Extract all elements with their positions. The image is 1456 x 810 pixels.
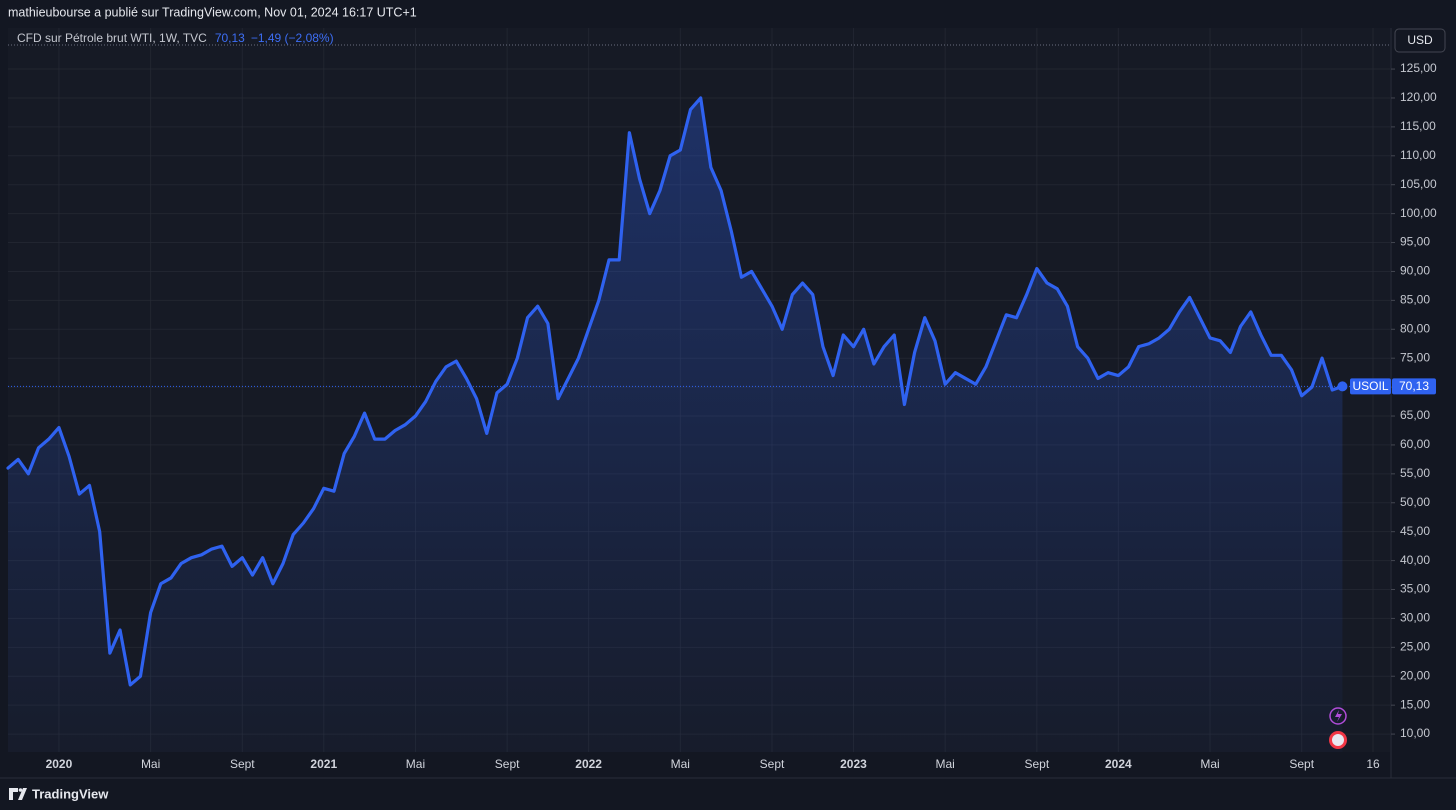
y-tick-label: 35,00 bbox=[1400, 582, 1430, 596]
y-tick-label: 75,00 bbox=[1400, 350, 1430, 364]
area bbox=[8, 97, 1343, 753]
y-tick-label: 110,00 bbox=[1400, 148, 1436, 162]
symbol-badge bbox=[1350, 378, 1391, 395]
x-tick-label: Mai bbox=[671, 757, 690, 771]
y-tick-label: 20,00 bbox=[1400, 668, 1430, 682]
y-tick-label: 65,00 bbox=[1400, 408, 1430, 422]
currency[interactable]: USD bbox=[1407, 33, 1433, 47]
y-tick-label: 30,00 bbox=[1400, 611, 1430, 625]
legend-last: 70,13 bbox=[215, 31, 245, 45]
x-tick-label: Sept bbox=[495, 757, 520, 771]
legend-change: −1,49 (−2,08%) bbox=[251, 31, 334, 45]
price-badge bbox=[1392, 378, 1436, 395]
symbol-label: USOIL bbox=[1352, 379, 1388, 393]
last-point bbox=[1337, 381, 1348, 392]
y-tick-label: 85,00 bbox=[1400, 293, 1430, 307]
currency-button[interactable] bbox=[1394, 28, 1446, 53]
y-tick-label: 100,00 bbox=[1400, 206, 1437, 220]
x-tick-label: Sept bbox=[760, 757, 785, 771]
y-tick-label: 10,00 bbox=[1400, 726, 1430, 740]
x-tick-label: 2020 bbox=[46, 757, 73, 771]
y-tick-label: 80,00 bbox=[1400, 321, 1430, 335]
y-tick-label: 15,00 bbox=[1400, 697, 1430, 711]
x-tick-label: 2022 bbox=[575, 757, 602, 771]
x-tick-label: Sept bbox=[1024, 757, 1049, 771]
y-tick-label: 45,00 bbox=[1400, 524, 1430, 538]
x-tick-label: 2024 bbox=[1105, 757, 1132, 771]
price-line bbox=[6, 96, 1345, 687]
event-icon-bolt bbox=[1335, 710, 1342, 722]
flag-icon-inner bbox=[1332, 734, 1344, 746]
legend-title: CFD sur Pétrole brut WTI, 1W, TVC bbox=[17, 31, 207, 45]
y-tick-label: 40,00 bbox=[1400, 553, 1430, 567]
y-tick-label: 95,00 bbox=[1400, 235, 1430, 249]
x-tick-label: 2021 bbox=[310, 757, 337, 771]
y-tick-label: 55,00 bbox=[1400, 466, 1430, 480]
y-tick-label: 120,00 bbox=[1400, 90, 1437, 104]
y-tick-label: 60,00 bbox=[1400, 437, 1430, 451]
x-tick-label: 2023 bbox=[840, 757, 867, 771]
event-icon[interactable] bbox=[1329, 707, 1347, 725]
y-tick-label: 50,00 bbox=[1400, 495, 1430, 509]
y-tick-label: 115,00 bbox=[1400, 119, 1436, 133]
logo-mark bbox=[9, 788, 27, 800]
y-tick-label: 25,00 bbox=[1400, 640, 1430, 654]
y-tick-label: 90,00 bbox=[1400, 264, 1430, 278]
x-tick-label: Mai bbox=[935, 757, 954, 771]
x-tick-label: Mai bbox=[141, 757, 160, 771]
x-tick-label: Mai bbox=[1200, 757, 1219, 771]
marks bbox=[6, 96, 1390, 753]
header-text: mathieubourse a publié sur TradingView.c… bbox=[8, 5, 417, 19]
x-tick-label: Mai bbox=[406, 757, 425, 771]
footer-brand: TradingView bbox=[32, 786, 109, 801]
footer-logo bbox=[9, 788, 27, 800]
x-tick-label: Sept bbox=[1289, 757, 1314, 771]
y-tick-label: 105,00 bbox=[1400, 177, 1437, 191]
x-tick-label: 16 bbox=[1366, 757, 1380, 771]
x-tick-label: Sept bbox=[230, 757, 255, 771]
logo-dot bbox=[18, 788, 23, 792]
price-badge-label: 70,13 bbox=[1399, 379, 1429, 393]
y-tick-label: 125,00 bbox=[1400, 61, 1437, 75]
